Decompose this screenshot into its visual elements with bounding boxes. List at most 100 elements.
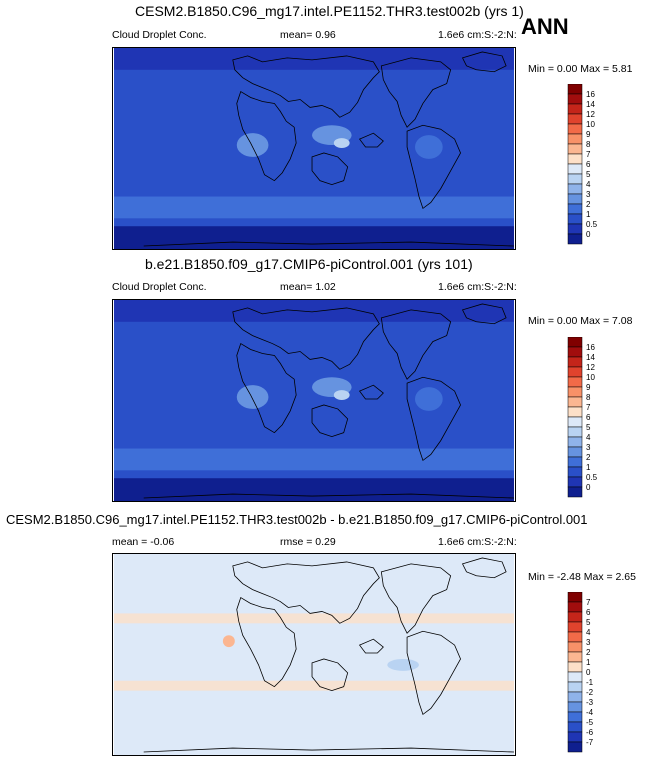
colorbar-tick-label: -6 <box>586 728 594 737</box>
colorbar-swatch <box>567 153 583 165</box>
colorbar-swatch <box>567 346 583 358</box>
midlat-band-north <box>113 87 515 118</box>
east-asia-peak <box>333 138 350 149</box>
coastline <box>311 404 349 438</box>
panel-3-map <box>112 553 516 756</box>
colorbar-tick-label: 7 <box>586 403 591 412</box>
coastline <box>358 638 384 654</box>
colorbar-tick-label: 3 <box>586 638 591 647</box>
colorbar-tick-label: 3 <box>586 443 591 452</box>
coastline <box>143 493 515 499</box>
colorbar-tick-label: -4 <box>586 708 594 717</box>
south-america-plume <box>414 387 443 411</box>
coastline <box>406 376 461 462</box>
positive-band <box>113 680 515 691</box>
colorbar-swatch <box>567 721 583 733</box>
coastline <box>232 307 380 370</box>
coastline <box>461 557 507 579</box>
colorbar-tick-label: 6 <box>586 160 591 169</box>
coastline <box>358 384 384 400</box>
colorbar-swatch <box>567 103 583 115</box>
colorbar-swatch <box>567 233 583 245</box>
colorbar-swatch <box>567 601 583 613</box>
colorbar-swatch <box>567 651 583 663</box>
colorbar-swatch <box>567 123 583 135</box>
coastline <box>232 55 380 118</box>
colorbar-swatch <box>567 466 583 478</box>
panel-2-units: 1.6e6 cm:S:-2:N: <box>438 281 517 293</box>
colorbar-tick-label: 0.5 <box>586 473 598 482</box>
colorbar-swatch <box>567 731 583 743</box>
coastline <box>461 51 507 73</box>
positive-anomaly <box>222 635 235 648</box>
panel-1-variable: Cloud Droplet Conc. <box>112 29 207 41</box>
storm-track-band <box>113 448 515 471</box>
colorbar-swatch <box>567 133 583 145</box>
coastline <box>358 132 384 148</box>
panel-3-minmax: Min = -2.48 Max = 2.65 <box>528 571 636 583</box>
coastline <box>236 596 297 688</box>
colorbar-tick-label: 0.5 <box>586 220 598 229</box>
colorbar-tick-label: 9 <box>586 130 591 139</box>
colorbar-tick-label: -2 <box>586 688 594 697</box>
colorbar-swatch <box>567 436 583 448</box>
panel-3-rmse: rmse = 0.29 <box>280 536 336 548</box>
midlat-band-north <box>113 339 515 370</box>
colorbar-tick-label: 1 <box>586 463 591 472</box>
colorbar-tick-label: 16 <box>586 90 595 99</box>
negative-anomaly <box>387 658 419 671</box>
colorbar-tick-label: -3 <box>586 698 594 707</box>
colorbar-swatch <box>567 631 583 643</box>
colorbar-swatch <box>567 163 583 175</box>
colorbar-swatch <box>567 681 583 693</box>
panel-2-title: b.e21.B1850.f09_g17.CMIP6-piControl.001 … <box>145 256 473 272</box>
colorbar-tick-label: 14 <box>586 353 595 362</box>
colorbar-swatch <box>567 641 583 653</box>
positive-band <box>113 613 515 624</box>
colorbar-swatch <box>567 93 583 105</box>
colorbar-swatch <box>567 621 583 633</box>
colorbar-swatch <box>567 173 583 185</box>
panel-2-map <box>112 299 516 502</box>
coastline <box>236 342 297 434</box>
coastline <box>143 241 515 247</box>
panel-1-map <box>112 47 516 250</box>
colorbar-swatch <box>567 113 583 125</box>
colorbar-swatch <box>567 416 583 428</box>
colorbar-tick-label: -1 <box>586 678 594 687</box>
colorbar-tick-label: 6 <box>586 608 591 617</box>
south-america-plume <box>414 135 443 159</box>
colorbar-tick-label: 3 <box>586 190 591 199</box>
colorbar-tick-label: 1 <box>586 658 591 667</box>
colorbar-tick-label: 6 <box>586 413 591 422</box>
polar-band-south <box>113 226 515 249</box>
panel-2-minmax: Min = 0.00 Max = 7.08 <box>528 315 633 327</box>
colorbar-tick-label: 12 <box>586 110 595 119</box>
colorbar-tick-label: 8 <box>586 140 591 149</box>
panel-3-units: 1.6e6 cm:S:-2:N: <box>438 536 517 548</box>
colorbar-swatch <box>567 376 583 388</box>
coastline <box>143 747 515 753</box>
colorbar-swatch <box>567 446 583 458</box>
colorbar-swatch <box>567 406 583 418</box>
colorbar-swatch <box>567 711 583 723</box>
colorbar-swatch <box>567 661 583 673</box>
colorbar-swatch <box>567 456 583 468</box>
colorbar-tick-label: 12 <box>586 363 595 372</box>
colorbar-tick-label: 5 <box>586 618 591 627</box>
colorbar-tick-label: -5 <box>586 718 594 727</box>
colorbar-tick-label: 10 <box>586 120 595 129</box>
colorbar-tick-label: 2 <box>586 648 591 657</box>
coastline <box>406 630 461 716</box>
colorbar-swatch <box>567 691 583 703</box>
colorbar-swatch <box>567 476 583 488</box>
colorbar-tick-label: 2 <box>586 453 591 462</box>
colorbar-swatch <box>567 84 583 95</box>
colorbar-tick-label: 0 <box>586 230 591 239</box>
polar-band-north <box>113 48 515 70</box>
colorbar-tick-label: 14 <box>586 100 595 109</box>
colorbar-swatch <box>567 486 583 498</box>
